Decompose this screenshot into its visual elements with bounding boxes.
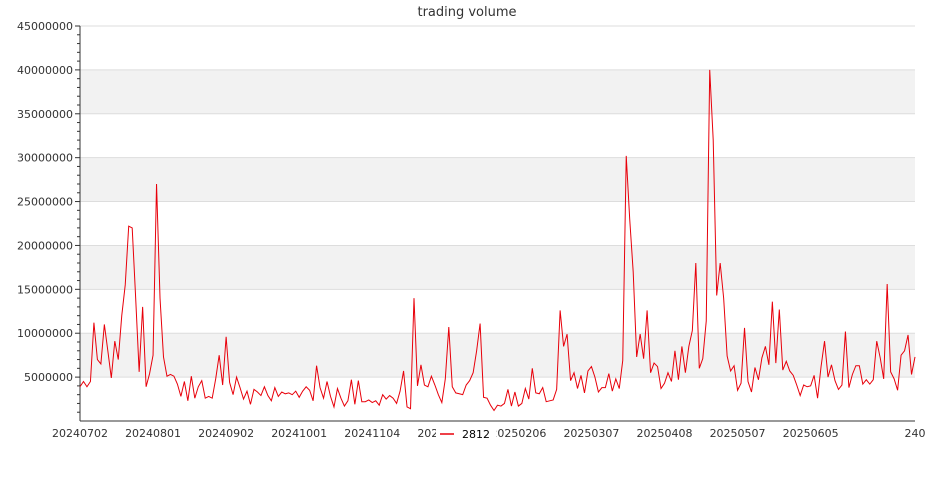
x-tick-label: 20240902 bbox=[198, 427, 254, 440]
background-bands bbox=[80, 69, 915, 378]
x-tick-label: 20240801 bbox=[125, 427, 181, 440]
y-tick-label: 30000000 bbox=[17, 152, 73, 165]
x-tick-label: 20250206 bbox=[490, 427, 546, 440]
y-axis: 5000000 10000000 15000000 20000000 25000000 3… bbox=[17, 20, 81, 421]
series-layer bbox=[79, 69, 916, 412]
band bbox=[80, 69, 915, 114]
y-tick-label: 10000000 bbox=[17, 327, 73, 340]
x-tick-label: 20250605 bbox=[783, 427, 839, 440]
x-tick-label: 20241001 bbox=[271, 427, 327, 440]
series-line-2812 bbox=[79, 69, 916, 412]
y-tick-label: 45000000 bbox=[17, 20, 73, 33]
x-tick-label: 20250507 bbox=[710, 427, 766, 440]
x-tick-label: 20250408 bbox=[637, 427, 693, 440]
y-tick-label: 15000000 bbox=[17, 283, 73, 296]
y-tick-label: 5000000 bbox=[24, 371, 73, 384]
y-tick-label: 40000000 bbox=[17, 64, 73, 77]
y-tick-label: 25000000 bbox=[17, 196, 73, 209]
legend-label: 2812 bbox=[462, 428, 490, 441]
y-tick-label: 35000000 bbox=[17, 108, 73, 121]
legend: 2812 bbox=[436, 426, 496, 442]
y-tick-label: 20000000 bbox=[17, 239, 73, 252]
x-tick-label: 20250307 bbox=[563, 427, 619, 440]
band bbox=[80, 245, 915, 290]
chart-title: trading volume bbox=[417, 5, 516, 20]
legend-box bbox=[436, 426, 496, 442]
horizontal-gridlines bbox=[80, 25, 915, 378]
x-tick-label: 240 bbox=[905, 427, 926, 440]
band bbox=[80, 157, 915, 202]
x-tick-label: 20241104 bbox=[344, 427, 400, 440]
x-tick-label: 20240702 bbox=[52, 427, 108, 440]
